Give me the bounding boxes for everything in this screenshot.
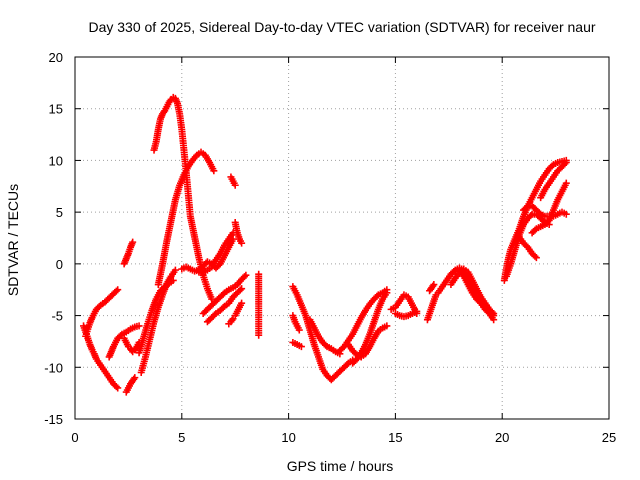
data-point <box>236 286 244 294</box>
data-series <box>349 289 391 367</box>
data-series <box>537 158 570 202</box>
data-point <box>527 212 535 220</box>
data-point <box>531 226 539 234</box>
data-series <box>105 322 143 361</box>
data-point <box>413 307 421 315</box>
data-series <box>455 266 498 320</box>
data-point <box>159 284 167 292</box>
data-series <box>135 276 177 357</box>
x-tick-label: 10 <box>281 430 295 445</box>
data-point <box>238 285 246 293</box>
data-point <box>562 179 570 187</box>
data-point <box>171 266 179 274</box>
y-tick-label: -10 <box>44 360 63 375</box>
data-series <box>500 156 570 284</box>
data-series <box>515 233 540 262</box>
data-series <box>231 218 246 247</box>
data-series <box>391 307 421 321</box>
y-tick-label: 15 <box>49 102 63 117</box>
y-tick-label: 0 <box>56 257 63 272</box>
data-point <box>219 290 227 298</box>
data-points <box>80 93 570 396</box>
data-series <box>255 270 263 339</box>
data-point <box>210 167 218 175</box>
data-point <box>238 299 246 307</box>
y-tick-label: -5 <box>51 309 63 324</box>
data-point <box>114 384 122 392</box>
data-point <box>383 322 391 330</box>
data-series <box>195 229 237 276</box>
plot-frame <box>74 56 610 420</box>
data-point <box>532 254 540 262</box>
x-tick-label: 0 <box>71 430 78 445</box>
data-point <box>242 271 250 279</box>
data-point <box>238 239 246 247</box>
data-series <box>199 271 250 318</box>
data-point <box>114 286 122 294</box>
y-tick-label: 5 <box>56 205 63 220</box>
data-point <box>488 310 496 318</box>
y-axis-label: SDTVAR / TECUs <box>5 184 21 296</box>
data-point <box>562 158 570 166</box>
data-point <box>522 203 530 211</box>
y-tick-label: -15 <box>44 412 63 427</box>
data-point <box>112 287 120 295</box>
data-point <box>169 276 177 284</box>
data-point <box>211 311 219 319</box>
data-series <box>426 281 438 295</box>
data-point <box>490 312 498 320</box>
data-series <box>120 238 137 268</box>
data-series <box>82 286 122 340</box>
data-point <box>535 209 543 217</box>
data-point <box>373 292 381 300</box>
grid-lines <box>75 57 609 419</box>
data-point <box>112 383 120 391</box>
x-tick-label: 15 <box>388 430 402 445</box>
data-point <box>295 326 303 334</box>
data-point <box>240 273 248 281</box>
data-point <box>131 374 139 382</box>
data-series <box>122 374 139 396</box>
data-point <box>548 162 556 170</box>
data-point <box>231 181 239 189</box>
data-series <box>528 179 570 237</box>
data-point <box>219 304 227 312</box>
x-tick-label: 5 <box>178 430 185 445</box>
x-tick-label: 20 <box>495 430 509 445</box>
data-point <box>117 332 125 340</box>
data-point <box>95 303 103 311</box>
data-series <box>203 285 246 326</box>
y-axis-ticks: -15 -10 -5 0 5 10 15 20 <box>44 50 609 427</box>
data-point <box>343 361 351 369</box>
data-series <box>231 299 246 320</box>
data-point <box>297 343 305 351</box>
data-series <box>227 173 239 189</box>
data-point <box>383 289 391 297</box>
x-axis-ticks: 0 5 10 15 20 25 <box>71 57 616 445</box>
data-point <box>562 210 570 218</box>
data-point <box>531 252 539 260</box>
data-point <box>561 160 569 168</box>
data-point <box>255 331 263 339</box>
x-tick-label: 25 <box>602 430 616 445</box>
data-point <box>135 322 143 330</box>
data-point <box>229 315 237 323</box>
data-series <box>289 338 305 351</box>
y-tick-label: 20 <box>49 50 63 65</box>
chart-title: Day 330 of 2025, Sidereal Day-to-day VTE… <box>88 19 595 35</box>
data-series <box>225 315 237 328</box>
data-series <box>423 291 440 324</box>
data-point <box>129 238 137 246</box>
data-series <box>306 316 344 358</box>
data-series <box>154 148 218 289</box>
x-axis-label: GPS time / hours <box>287 458 394 474</box>
data-series <box>344 322 391 361</box>
y-tick-label: 10 <box>49 153 63 168</box>
data-point <box>322 341 330 349</box>
data-series <box>289 312 303 334</box>
data-point <box>430 281 438 289</box>
